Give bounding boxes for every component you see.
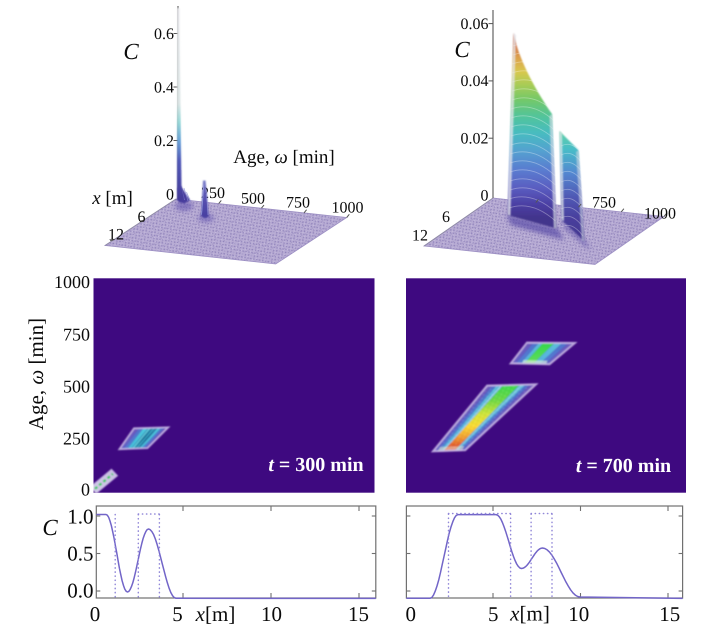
- svg-text:C: C: [454, 37, 470, 62]
- svg-text:C: C: [123, 39, 139, 64]
- svg-text:Age, ω [min]: Age, ω [min]: [233, 147, 335, 168]
- svg-text:12: 12: [108, 227, 124, 244]
- svg-text:1000: 1000: [54, 272, 90, 292]
- svg-text:750: 750: [592, 195, 616, 212]
- svg-text:0: 0: [481, 188, 489, 205]
- svg-text:Age, ω [min]: Age, ω [min]: [24, 318, 48, 430]
- svg-text:1000: 1000: [332, 200, 364, 217]
- svg-text:10: 10: [568, 602, 589, 626]
- svg-text:C: C: [42, 515, 58, 540]
- svg-text:6: 6: [138, 209, 146, 226]
- svg-text:0.06: 0.06: [461, 16, 489, 33]
- svg-text:0.5: 0.5: [67, 542, 93, 566]
- svg-text:250: 250: [63, 428, 90, 448]
- svg-text:0.4: 0.4: [154, 80, 174, 97]
- svg-text:0.0: 0.0: [67, 579, 93, 603]
- svg-text:0: 0: [405, 602, 416, 626]
- svg-text:0.04: 0.04: [461, 73, 489, 90]
- svg-text:500: 500: [63, 377, 90, 397]
- svg-text:5: 5: [172, 602, 183, 626]
- svg-text:1.0: 1.0: [67, 505, 93, 529]
- svg-text:t = 300 min: t = 300 min: [268, 454, 363, 476]
- svg-text:500: 500: [241, 190, 265, 207]
- svg-text:x[m]: x[m]: [509, 602, 550, 626]
- svg-text:x [m]: x [m]: [91, 188, 133, 209]
- svg-text:0: 0: [90, 602, 101, 626]
- svg-text:15: 15: [659, 602, 680, 626]
- svg-text:0: 0: [166, 187, 174, 204]
- svg-text:12: 12: [412, 228, 428, 245]
- svg-text:10: 10: [261, 602, 282, 626]
- svg-text:750: 750: [63, 324, 90, 344]
- svg-text:1000: 1000: [644, 206, 676, 223]
- svg-text:0: 0: [81, 480, 90, 500]
- svg-text:5: 5: [488, 602, 499, 626]
- svg-text:0.2: 0.2: [154, 133, 174, 150]
- svg-text:0.02: 0.02: [461, 131, 489, 148]
- svg-text:6: 6: [442, 209, 450, 226]
- svg-text:x[m]: x[m]: [195, 602, 236, 626]
- svg-text:750: 750: [286, 194, 310, 211]
- svg-text:t = 700 min: t = 700 min: [576, 455, 671, 477]
- svg-text:15: 15: [348, 602, 369, 626]
- svg-text:0.6: 0.6: [154, 26, 174, 43]
